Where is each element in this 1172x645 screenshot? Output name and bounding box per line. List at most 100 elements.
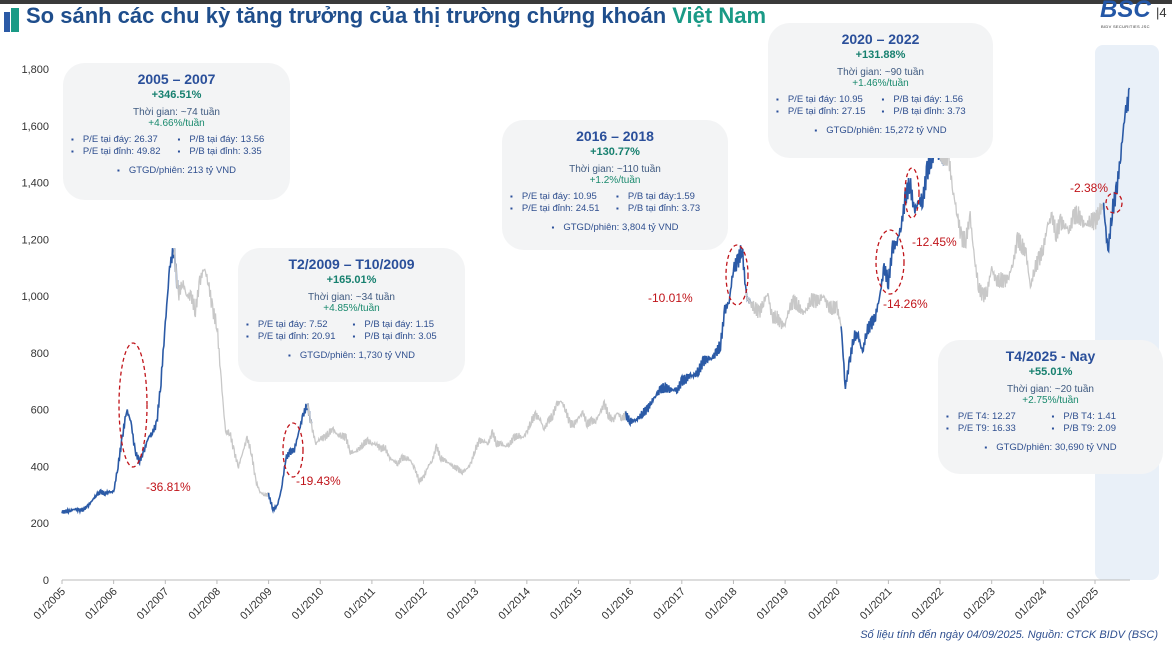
x-tick-label: 01/2021	[858, 586, 895, 623]
title-highlight: Việt Nam	[672, 3, 767, 28]
cycle-gain: +55.01%	[1028, 366, 1073, 378]
drawdown-ellipse	[282, 422, 304, 478]
highlight-series-line	[1102, 87, 1131, 254]
cycle-weekly-gain: +2.75%/tuần	[1022, 395, 1079, 406]
page-title: So sánh các chu kỳ tăng trưởng của thị t…	[26, 3, 766, 29]
cycle-box: 2020 – 2022 +131.88% Thời gian: ~90 tuần +1…	[768, 23, 993, 158]
highlight-series-line	[840, 143, 945, 389]
cycle-stat: P/B tại đáy: 13.56	[178, 134, 285, 145]
cycle-weekly-gain: +1.2%/tuần	[589, 175, 641, 186]
cycle-stat: P/E T9: 16.33	[946, 423, 1052, 434]
cycle-duration: Thời gian: ~20 tuần	[1007, 384, 1094, 395]
cycle-stats: P/E tại đáy: 10.95P/B tại đáy: 1.56P/E t…	[776, 94, 987, 117]
bsc-logo: BSC	[1100, 0, 1151, 23]
x-tick-label: 01/2006	[83, 586, 120, 623]
x-tick-label: 01/2022	[910, 586, 947, 623]
highlight-series-line	[61, 248, 179, 516]
x-tick-label: 01/2017	[651, 586, 688, 623]
y-tick-label: 1,600	[21, 121, 49, 133]
title-flag-icon	[4, 8, 19, 32]
drawdown-ellipse	[875, 229, 905, 295]
drawdown-ellipse	[1105, 192, 1123, 214]
cycle-stat: P/E T4: 12.27	[946, 411, 1052, 422]
index-series-line	[173, 248, 274, 511]
cycle-gain: +130.77%	[590, 146, 640, 158]
cycle-box: 2016 – 2018 +130.77% Thời gian: ~110 tuần +…	[502, 120, 728, 250]
cycle-stat: P/E tại đáy: 7.52	[246, 319, 353, 330]
index-series-line	[939, 143, 1109, 303]
cycle-duration: Thời gian: ~110 tuần	[569, 164, 661, 175]
highlight-series-line	[267, 403, 313, 514]
y-tick-label: 1,800	[21, 64, 49, 76]
cycle-stats: P/E tại đáy: 10.95P/B tại đáy:1.59P/E tạ…	[510, 191, 722, 214]
cycle-gain: +131.88%	[855, 49, 906, 61]
cycle-weekly-gain: +1.46%/tuần	[852, 78, 909, 89]
x-tick-label: 01/2014	[496, 586, 533, 623]
x-tick-label: 01/2018	[703, 586, 740, 623]
cycle-title: 2020 – 2022	[841, 31, 920, 47]
x-tick-label: 01/2005	[32, 586, 69, 623]
cycle-stat: P/B tại đáy: 1.15	[353, 319, 460, 330]
cycle-stat: P/E tại đỉnh: 27.15	[776, 106, 882, 117]
x-tick-label: 01/2025	[1065, 586, 1102, 623]
index-series-line	[745, 292, 847, 389]
cycle-volume: GTGD/phiên: 30,690 tỷ VND	[938, 442, 1163, 453]
y-tick-label: 1,200	[21, 234, 49, 246]
x-tick-label: 01/2011	[342, 586, 378, 622]
x-tick-label: 01/2012	[393, 586, 430, 623]
cycle-volume: GTGD/phiên: 213 tỷ VND	[63, 165, 290, 176]
x-tick-label: 01/2023	[961, 586, 998, 623]
drawdown-label: -2.38%	[1070, 181, 1109, 195]
cycle-stat: P/E tại đáy: 10.95	[510, 191, 616, 202]
cycle-duration: Thời gian: ~34 tuần	[308, 292, 395, 303]
cycle-stat: P/B tại đỉnh: 3.05	[353, 331, 460, 342]
x-tick-label: 01/2007	[135, 586, 172, 623]
cycle-title: 2016 – 2018	[576, 128, 654, 144]
cycle-stats: P/E tại đáy: 26.37P/B tại đáy: 13.56P/E …	[71, 134, 284, 157]
cycle-stat: P/E tại đáy: 10.95	[776, 94, 882, 105]
current-period-shade	[1095, 45, 1159, 580]
y-tick-label: 1,400	[21, 178, 49, 190]
index-series-line	[306, 398, 631, 486]
cycle-stat: P/B tại đáy:1.59	[616, 191, 722, 202]
cycle-stats: P/E tại đáy: 7.52P/B tại đáy: 1.15P/E tạ…	[246, 319, 459, 342]
drawdown-label: -36.81%	[146, 480, 191, 494]
y-tick-label: 800	[31, 348, 49, 360]
cycle-duration: Thời gian: ~90 tuần	[837, 67, 924, 78]
cycle-stat: P/E tại đỉnh: 49.82	[71, 146, 178, 157]
cycle-stat: P/E tại đáy: 26.37	[71, 134, 178, 145]
drawdown-ellipse	[904, 167, 920, 219]
cycle-volume: GTGD/phiên: 3,804 tỷ VND	[502, 222, 728, 233]
x-tick-label: 01/2016	[600, 586, 637, 623]
x-tick-label: 01/2010	[290, 586, 327, 623]
y-tick-label: 0	[43, 575, 49, 587]
cycle-stat: P/B tại đáy: 1.56	[882, 94, 988, 105]
x-tick-label: 01/2009	[238, 586, 275, 623]
logo-subtitle: BIDV SECURITIES JSC	[1101, 24, 1150, 29]
cycle-title: 2005 – 2007	[137, 71, 216, 87]
cycle-weekly-gain: +4.66%/tuần	[148, 118, 205, 129]
cycle-stat: P/B tại đỉnh: 3.73	[882, 106, 988, 117]
drawdown-ellipse	[118, 342, 148, 468]
cycle-gain: +165.01%	[326, 274, 377, 286]
x-tick-label: 01/2020	[806, 586, 843, 623]
cycle-volume: GTGD/phiên: 15,272 tỷ VND	[768, 125, 993, 136]
cycle-title: T2/2009 – T10/2009	[288, 256, 415, 272]
cycle-box: 2005 – 2007 +346.51% Thời gian: ~74 tuần +4…	[63, 63, 290, 200]
drawdown-label: -12.45%	[912, 235, 957, 249]
drawdown-ellipse	[725, 244, 749, 306]
y-tick-label: 200	[31, 518, 49, 530]
drawdown-label: -10.01%	[648, 291, 693, 305]
y-tick-label: 1,000	[21, 291, 49, 303]
y-tick-label: 400	[31, 461, 49, 473]
cycle-weekly-gain: +4.85%/tuần	[323, 303, 380, 314]
y-tick-label: 600	[31, 405, 49, 417]
page-number: |4	[1156, 5, 1167, 20]
cycle-box: T2/2009 – T10/2009 +165.01% Thời gian: ~34…	[238, 248, 465, 382]
x-tick-label: 01/2015	[548, 586, 585, 623]
title-main: So sánh các chu kỳ tăng trưởng của thị t…	[26, 3, 667, 28]
x-tick-label: 01/2024	[1013, 586, 1050, 623]
cycle-stat: P/B T9: 2.09	[1052, 423, 1158, 434]
highlight-series-line	[625, 245, 752, 428]
cycle-stat: P/B tại đỉnh: 3.35	[178, 146, 285, 157]
